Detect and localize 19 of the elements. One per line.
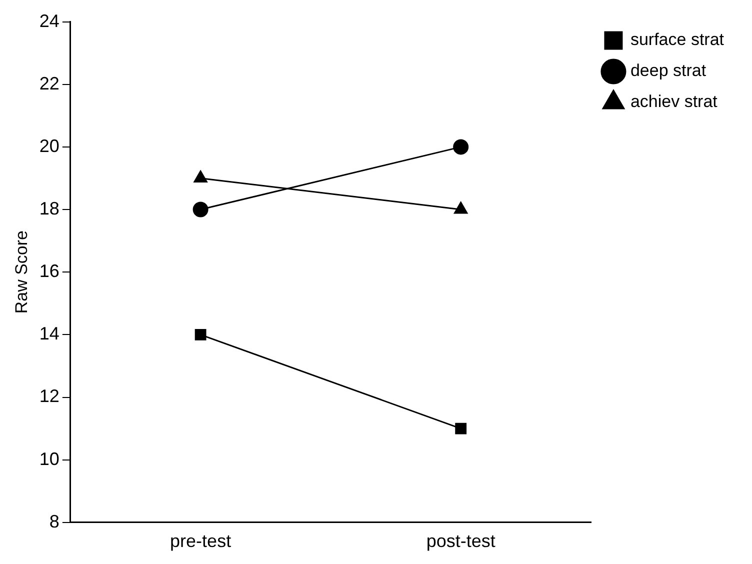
y-tick-label: 12	[39, 386, 60, 406]
point	[192, 202, 208, 218]
y-tick-label: 10	[39, 448, 60, 469]
x-tick-label: pre-test	[170, 531, 232, 552]
y-axis-title: Raw Score	[12, 230, 31, 314]
y-tick-label: 20	[39, 136, 60, 156]
point	[194, 328, 206, 340]
y-tick-label: 16	[39, 261, 60, 282]
point	[455, 422, 467, 434]
y-tick-label: 14	[39, 324, 60, 344]
legend-label: deep strat	[630, 61, 706, 80]
y-tick-label: 18	[39, 198, 60, 218]
point	[453, 139, 469, 155]
legend-label: achiev strat	[630, 92, 718, 112]
y-tick-label: 22	[39, 73, 60, 94]
legend-label: surface strat	[630, 30, 724, 50]
y-tick-label: 24	[39, 10, 60, 31]
x-tick-label: post-test	[426, 531, 496, 552]
y-tick-label: 8	[49, 511, 60, 532]
